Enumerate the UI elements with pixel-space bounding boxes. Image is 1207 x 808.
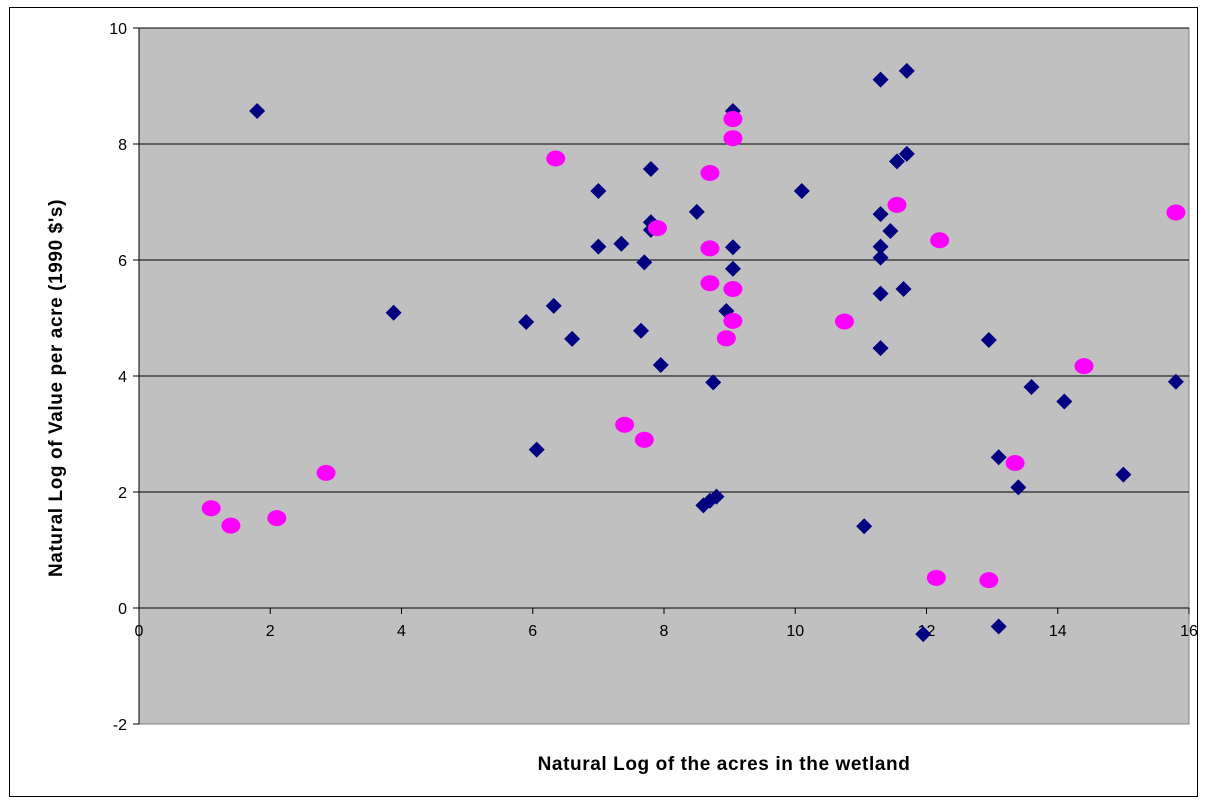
diamond-point xyxy=(872,285,889,302)
diamond-point xyxy=(856,518,873,535)
circle-point xyxy=(926,569,946,586)
circle-point xyxy=(267,510,287,527)
circle-point xyxy=(647,220,667,237)
circle-point xyxy=(834,313,854,330)
circle-point xyxy=(723,111,743,128)
circle-point xyxy=(1074,358,1094,375)
x-tick-label: 14 xyxy=(1049,623,1067,640)
y-axis-title: Natural Log of Value per acre (1990 $'s) xyxy=(46,199,67,577)
y-tick-label: 10 xyxy=(109,21,127,38)
scatter-chart: -202468100246810121416 Natural Log of th… xyxy=(46,21,1197,775)
diamond-point xyxy=(636,254,653,271)
circle-point xyxy=(316,464,336,481)
diamond-point xyxy=(990,618,1007,635)
diamond-point xyxy=(249,102,266,119)
circle-point xyxy=(723,312,743,329)
circle-point xyxy=(723,281,743,297)
diamond-point xyxy=(898,62,915,79)
circle-point xyxy=(221,517,241,534)
circle-point xyxy=(723,130,743,147)
diamond-point xyxy=(1023,379,1040,396)
diamond-point xyxy=(613,235,630,252)
diamond-point xyxy=(590,182,607,199)
diamond-point xyxy=(1010,479,1027,496)
circle-point xyxy=(615,416,635,433)
y-tick-label: 0 xyxy=(118,601,127,618)
diamond-point xyxy=(705,374,722,391)
diamond-point xyxy=(895,281,912,297)
diamond-point xyxy=(882,223,899,239)
diamond-point xyxy=(990,449,1007,466)
x-tick-label: 8 xyxy=(660,623,669,640)
circle-point xyxy=(634,431,654,448)
diamond-point xyxy=(898,145,915,162)
y-tick-label: 8 xyxy=(118,137,127,154)
circle-point xyxy=(1005,455,1025,471)
data-points xyxy=(201,62,1186,643)
circle-point xyxy=(201,500,221,517)
circle-point xyxy=(700,240,720,257)
diamond-point xyxy=(518,314,535,331)
circle-point xyxy=(716,330,736,347)
y-tick-label: -2 xyxy=(113,717,127,734)
circle-point xyxy=(700,275,720,292)
diamond-point xyxy=(1056,393,1073,410)
diamond-point xyxy=(385,304,402,321)
diamond-point xyxy=(724,260,741,277)
diamond-point xyxy=(652,356,669,373)
axes xyxy=(133,27,1190,725)
diamond-point xyxy=(872,238,889,255)
diamond-point xyxy=(642,160,659,177)
y-tick-label: 2 xyxy=(118,485,127,502)
x-tick-label: 10 xyxy=(786,623,804,640)
circle-point xyxy=(887,196,907,213)
y-tick-label: 4 xyxy=(118,369,127,386)
diamond-point xyxy=(688,203,705,220)
circle-point xyxy=(546,150,566,167)
circle-point xyxy=(979,572,999,589)
diamond-point xyxy=(528,441,545,458)
x-tick-label: 0 xyxy=(135,623,144,640)
diamond-point xyxy=(872,249,889,266)
diamond-point xyxy=(980,332,997,349)
diamond-point xyxy=(590,238,607,255)
circle-point xyxy=(930,232,950,249)
diamond-point xyxy=(545,297,562,314)
diamond-point xyxy=(1115,466,1132,483)
circle-point xyxy=(700,165,720,181)
diamond-point xyxy=(724,239,741,256)
circle-point xyxy=(1166,204,1186,221)
diamond-point xyxy=(872,71,889,88)
x-axis-title: Natural Log of the acres in the wetland xyxy=(538,754,911,775)
diamond-point xyxy=(793,182,810,199)
diamond-point xyxy=(1167,373,1184,390)
x-tick-label: 2 xyxy=(266,623,275,640)
y-tick-label: 6 xyxy=(118,253,127,270)
diamond-point xyxy=(872,206,889,223)
x-tick-label: 4 xyxy=(397,623,406,640)
diamond-point xyxy=(872,340,889,357)
diamond-point xyxy=(888,153,905,170)
diamond-point xyxy=(708,488,725,505)
diamond-point xyxy=(633,322,650,339)
chart-frame: -202468100246810121416 Natural Log of th… xyxy=(9,7,1198,797)
x-tick-label: 6 xyxy=(528,623,537,640)
diamond-point xyxy=(915,626,932,643)
x-tick-label: 16 xyxy=(1180,623,1197,640)
diamond-point xyxy=(564,330,581,347)
